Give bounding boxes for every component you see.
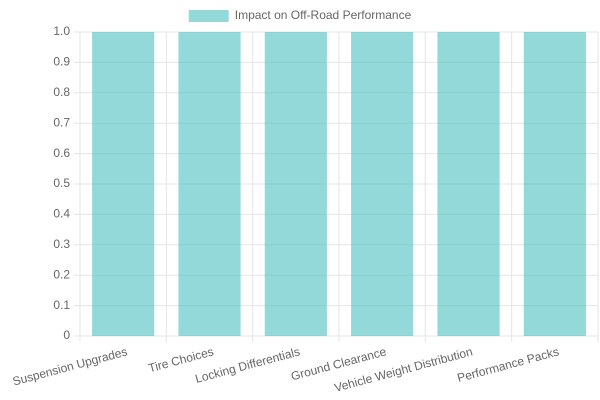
y-tick-label: 0.1 <box>53 298 70 312</box>
bar <box>178 32 241 336</box>
bar <box>437 32 500 336</box>
legend-label: Impact on Off-Road Performance <box>235 8 412 22</box>
bar <box>92 32 155 336</box>
y-tick-label: 0 <box>63 328 70 342</box>
x-tick-label: Suspension Upgrades <box>11 344 129 388</box>
bar <box>523 32 586 336</box>
y-tick-label: 0.7 <box>53 115 70 129</box>
y-tick-label: 0.8 <box>53 85 70 99</box>
bar <box>351 32 414 336</box>
y-tick-label: 1.0 <box>53 24 70 38</box>
y-tick-label: 0.3 <box>53 237 70 251</box>
y-tick-label: 0.5 <box>53 176 70 190</box>
bar <box>264 32 327 336</box>
y-tick-label: 0.2 <box>53 267 70 281</box>
y-tick-label: 0.9 <box>53 55 70 69</box>
legend-swatch <box>188 10 229 22</box>
y-tick-label: 0.4 <box>53 207 70 221</box>
y-tick-label: 0.6 <box>53 146 70 160</box>
